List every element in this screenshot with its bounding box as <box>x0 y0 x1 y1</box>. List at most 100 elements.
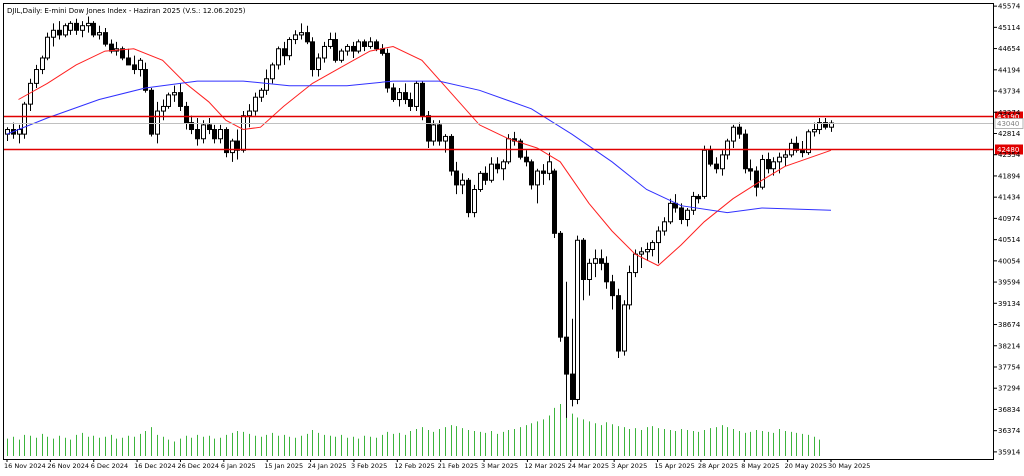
candle[interactable] <box>172 85 177 102</box>
candle[interactable] <box>541 164 546 185</box>
candle[interactable] <box>126 48 131 66</box>
candle[interactable] <box>403 83 408 105</box>
candle[interactable] <box>345 44 350 56</box>
candle[interactable] <box>622 300 627 356</box>
candle[interactable] <box>731 124 736 148</box>
candle[interactable] <box>817 117 822 135</box>
candle[interactable] <box>305 25 310 45</box>
candle[interactable] <box>195 117 200 146</box>
candle[interactable] <box>599 249 604 271</box>
candle[interactable] <box>74 18 79 35</box>
candle[interactable] <box>420 81 425 121</box>
candle[interactable] <box>282 41 287 65</box>
candle[interactable] <box>581 237 586 301</box>
candle[interactable] <box>351 41 356 58</box>
candle[interactable] <box>771 157 776 176</box>
candle[interactable] <box>189 115 194 135</box>
candle[interactable] <box>230 138 235 162</box>
candle[interactable] <box>570 318 575 407</box>
candle[interactable] <box>489 157 494 183</box>
candle[interactable] <box>264 69 269 95</box>
candle[interactable] <box>103 27 108 47</box>
candle[interactable] <box>529 159 534 190</box>
candle[interactable] <box>679 203 684 225</box>
candle[interactable] <box>224 127 229 158</box>
candle[interactable] <box>51 23 56 47</box>
candle[interactable] <box>552 168 557 238</box>
candle[interactable] <box>524 150 529 167</box>
candle[interactable] <box>610 274 615 310</box>
candle[interactable] <box>547 152 552 181</box>
candle[interactable] <box>391 83 396 102</box>
candle[interactable] <box>397 87 402 107</box>
candle[interactable] <box>120 46 125 61</box>
candle[interactable] <box>299 23 304 40</box>
candle[interactable] <box>702 145 707 199</box>
candle[interactable] <box>63 23 68 38</box>
candle[interactable] <box>212 124 217 144</box>
candle[interactable] <box>460 173 465 195</box>
candle[interactable] <box>645 242 650 262</box>
candle[interactable] <box>356 39 361 54</box>
candle[interactable] <box>293 30 298 45</box>
candle[interactable] <box>45 32 50 61</box>
candle[interactable] <box>495 157 500 174</box>
candle[interactable] <box>310 37 315 77</box>
candle[interactable] <box>812 122 817 137</box>
candle[interactable] <box>218 124 223 144</box>
candle[interactable] <box>91 21 96 38</box>
candle[interactable] <box>748 159 753 181</box>
candle[interactable] <box>68 21 73 35</box>
candle[interactable] <box>155 101 160 144</box>
candle[interactable] <box>138 57 143 77</box>
candle[interactable] <box>604 256 609 289</box>
candle[interactable] <box>466 177 471 218</box>
candle[interactable] <box>501 159 506 181</box>
candle[interactable] <box>408 92 413 112</box>
candle[interactable] <box>766 152 771 174</box>
candle[interactable] <box>207 117 212 135</box>
candle[interactable] <box>80 21 85 38</box>
candle[interactable] <box>270 62 275 84</box>
candle[interactable] <box>472 184 477 218</box>
candle[interactable] <box>253 92 258 116</box>
candle[interactable] <box>287 37 292 61</box>
candle[interactable] <box>691 191 696 215</box>
candle[interactable] <box>316 53 321 77</box>
candle[interactable] <box>362 39 367 52</box>
candle[interactable] <box>743 129 748 174</box>
candle[interactable] <box>34 64 39 88</box>
candle[interactable] <box>322 41 327 63</box>
candle[interactable] <box>685 207 690 227</box>
candle[interactable] <box>656 226 661 264</box>
candle[interactable] <box>235 129 240 160</box>
candle[interactable] <box>454 161 459 195</box>
candle[interactable] <box>760 154 765 190</box>
candle[interactable] <box>374 39 379 52</box>
candle[interactable] <box>783 150 788 167</box>
level-lines-layer[interactable]: 43190 42480 43040 <box>4 111 1024 155</box>
candle[interactable] <box>333 32 338 63</box>
candle[interactable] <box>437 120 442 146</box>
candle[interactable] <box>431 120 436 146</box>
candle[interactable] <box>241 111 246 153</box>
candle[interactable] <box>132 55 137 75</box>
candle[interactable] <box>339 48 344 63</box>
candle[interactable] <box>22 101 27 139</box>
candle[interactable] <box>276 46 281 70</box>
candle[interactable] <box>587 258 592 296</box>
candle[interactable] <box>754 166 759 197</box>
candle[interactable] <box>166 92 171 109</box>
candle[interactable] <box>616 288 621 358</box>
candle[interactable] <box>149 87 154 137</box>
candle[interactable] <box>201 120 206 144</box>
candle[interactable] <box>650 240 655 257</box>
candle[interactable] <box>184 101 189 130</box>
candle[interactable] <box>535 168 540 204</box>
candle[interactable] <box>668 198 673 225</box>
candle[interactable] <box>737 122 742 139</box>
candle[interactable] <box>259 87 264 102</box>
candle[interactable] <box>178 83 183 112</box>
candle[interactable] <box>558 231 563 342</box>
candle[interactable] <box>478 171 483 192</box>
